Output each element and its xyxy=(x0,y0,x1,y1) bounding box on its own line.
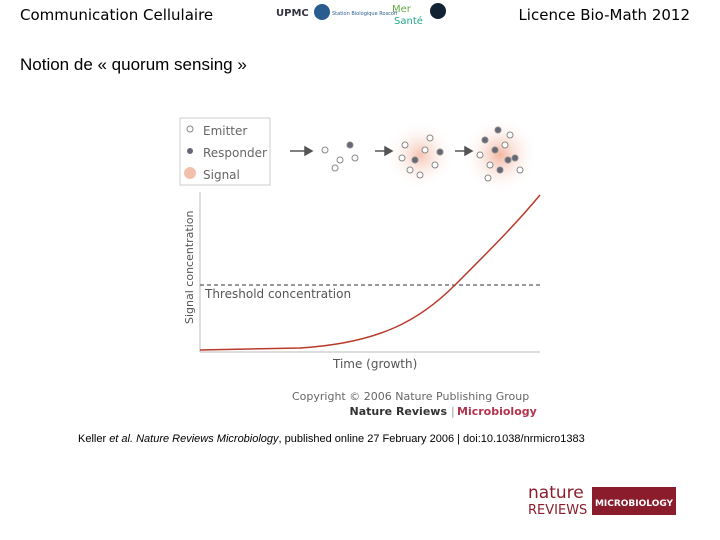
cell xyxy=(431,161,439,169)
cell xyxy=(506,131,514,139)
legend-box xyxy=(179,117,271,186)
copyright: Copyright © 2006 Nature Publishing Group xyxy=(292,390,529,403)
header-right: Licence Bio-Math 2012 xyxy=(518,6,690,24)
logos: UPMC Station Biologique Roscoff Mer Sant… xyxy=(276,3,446,27)
cell xyxy=(398,154,406,162)
separator: | xyxy=(451,405,455,418)
arrows xyxy=(290,145,474,157)
cell xyxy=(336,156,344,164)
cell xyxy=(351,154,359,162)
logo: UPMC xyxy=(276,8,309,19)
legend-icon xyxy=(187,148,193,154)
cell xyxy=(421,146,429,154)
logo: Santé xyxy=(394,15,423,27)
logo-text: REVIEWS xyxy=(528,503,587,518)
citation-part: Keller xyxy=(78,433,110,445)
cell xyxy=(426,134,434,142)
cell xyxy=(486,161,494,169)
citation-part: et al. xyxy=(109,433,134,445)
cell xyxy=(496,166,504,174)
logo: Mer xyxy=(392,4,412,15)
cell xyxy=(346,141,354,149)
cell xyxy=(321,146,329,154)
cells xyxy=(321,126,524,182)
logo: Station Biologique Roscoff xyxy=(332,11,398,17)
cell xyxy=(501,141,509,149)
cell xyxy=(331,164,339,172)
cell xyxy=(494,126,502,134)
logo-text: nature xyxy=(528,484,584,503)
legend-label: Emitter xyxy=(203,124,247,138)
legend-icon xyxy=(184,167,196,179)
citation-part: , published online 27 February 2006 | do… xyxy=(278,433,585,445)
signal-glow xyxy=(385,120,455,190)
cell xyxy=(491,146,499,154)
signal-glow xyxy=(462,117,538,193)
concentration-curve xyxy=(199,194,541,351)
cell xyxy=(511,154,519,162)
threshold-label: Threshold concentration xyxy=(204,287,351,301)
legend-label: Signal xyxy=(203,168,240,182)
logo-band xyxy=(592,487,676,515)
cell xyxy=(406,166,414,174)
footer-logo: nature REVIEWS MICROBIOLOGY xyxy=(528,484,676,518)
cell xyxy=(481,136,489,144)
logo-icon xyxy=(314,4,330,20)
journal: Nature Reviews xyxy=(350,405,448,418)
section: Microbiology xyxy=(457,405,537,418)
citation-part: Nature Reviews Microbiology xyxy=(133,433,279,445)
y-label: Signal concentration xyxy=(183,211,196,324)
cell xyxy=(416,171,424,179)
header-left: Communication Cellulaire xyxy=(20,6,214,24)
cell xyxy=(516,166,524,174)
cell xyxy=(436,148,444,156)
legend-icon xyxy=(186,125,194,133)
logo-text: MICROBIOLOGY xyxy=(595,499,674,509)
legend-label: Responder xyxy=(203,146,267,160)
cell xyxy=(476,151,484,159)
slide-title: Notion de « quorum sensing » xyxy=(20,55,247,74)
cell xyxy=(484,174,492,182)
cell xyxy=(411,156,419,164)
logo-icon xyxy=(430,3,446,19)
citation: Keller et al. Nature Reviews Microbiolog… xyxy=(78,433,585,445)
x-label: Time (growth) xyxy=(332,357,417,371)
cell xyxy=(504,156,512,164)
cell xyxy=(401,141,409,149)
